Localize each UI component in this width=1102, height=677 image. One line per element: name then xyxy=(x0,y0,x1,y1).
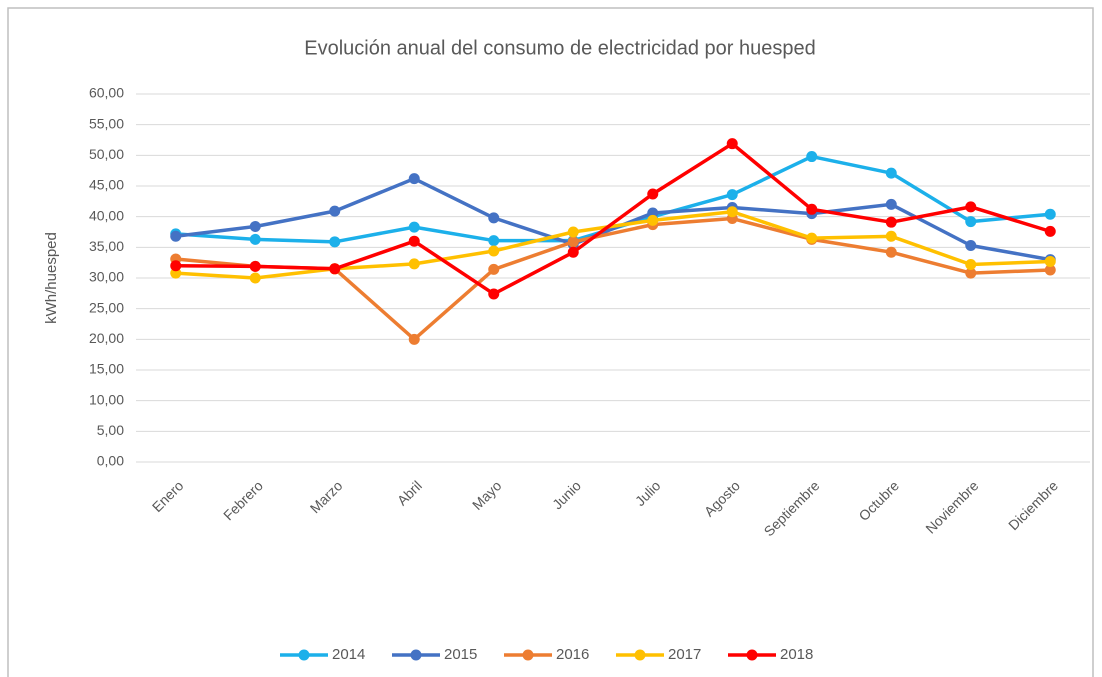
data-point xyxy=(1044,255,1056,267)
data-point xyxy=(567,226,579,238)
data-point xyxy=(249,233,261,245)
legend-marker xyxy=(746,649,758,661)
data-point xyxy=(647,214,659,226)
data-point xyxy=(329,236,341,248)
y-tick-label: 50,00 xyxy=(89,146,124,162)
data-point xyxy=(408,221,420,233)
data-point xyxy=(726,138,738,150)
data-point xyxy=(965,216,977,228)
data-point xyxy=(249,272,261,284)
legend-marker xyxy=(410,649,422,661)
y-tick-label: 25,00 xyxy=(89,299,124,315)
data-point xyxy=(488,263,500,275)
data-point xyxy=(488,235,500,247)
data-point xyxy=(329,263,341,275)
legend-label: 2014 xyxy=(332,646,365,663)
series-line xyxy=(175,176,1051,262)
data-point xyxy=(885,216,897,228)
data-point xyxy=(1044,225,1056,237)
y-tick-label: 15,00 xyxy=(89,361,124,377)
data-point xyxy=(885,246,897,258)
data-point xyxy=(885,167,897,179)
legend-marker xyxy=(522,649,534,661)
series-line xyxy=(175,141,1051,296)
series-line xyxy=(175,210,1051,280)
data-point xyxy=(488,288,500,300)
data-point xyxy=(885,198,897,210)
data-point xyxy=(488,245,500,257)
legend-label: 2017 xyxy=(668,646,701,663)
y-tick-label: 55,00 xyxy=(89,115,124,131)
y-tick-label: 45,00 xyxy=(89,177,124,193)
data-point xyxy=(1044,264,1056,276)
data-point xyxy=(408,258,420,270)
data-point xyxy=(965,267,977,279)
data-point xyxy=(806,203,818,215)
y-tick-label: 20,00 xyxy=(89,330,124,346)
data-point xyxy=(249,220,261,232)
data-point xyxy=(170,260,182,272)
data-point xyxy=(567,246,579,258)
data-point xyxy=(806,232,818,244)
data-point xyxy=(408,235,420,247)
data-point xyxy=(647,188,659,200)
data-point xyxy=(170,230,182,242)
y-tick-label: 5,00 xyxy=(97,422,124,438)
data-point xyxy=(488,212,500,224)
data-point xyxy=(249,260,261,272)
data-point xyxy=(408,333,420,345)
legend-label: 2016 xyxy=(556,646,589,663)
chart-frame xyxy=(7,7,1094,677)
y-tick-label: 10,00 xyxy=(89,391,124,407)
y-tick-label: 0,00 xyxy=(97,453,124,469)
data-point xyxy=(965,259,977,271)
y-tick-label: 40,00 xyxy=(89,207,124,223)
data-point xyxy=(965,239,977,251)
data-point xyxy=(885,230,897,242)
legend-label: 2015 xyxy=(444,646,477,663)
y-tick-label: 30,00 xyxy=(89,269,124,285)
chart-title: Evolución anual del consumo de electrici… xyxy=(304,37,815,59)
data-point xyxy=(965,201,977,213)
legend-label: 2018 xyxy=(780,646,813,663)
y-tick-label: 35,00 xyxy=(89,238,124,254)
data-point xyxy=(329,205,341,217)
data-point xyxy=(726,189,738,201)
data-point xyxy=(806,151,818,163)
data-point xyxy=(567,236,579,248)
data-point xyxy=(726,206,738,218)
y-axis-label: kWh/huesped xyxy=(43,232,60,324)
legend-marker xyxy=(298,649,310,661)
legend-marker xyxy=(634,649,646,661)
data-point xyxy=(408,173,420,185)
y-tick-label: 60,00 xyxy=(89,85,124,101)
data-point xyxy=(1044,208,1056,220)
